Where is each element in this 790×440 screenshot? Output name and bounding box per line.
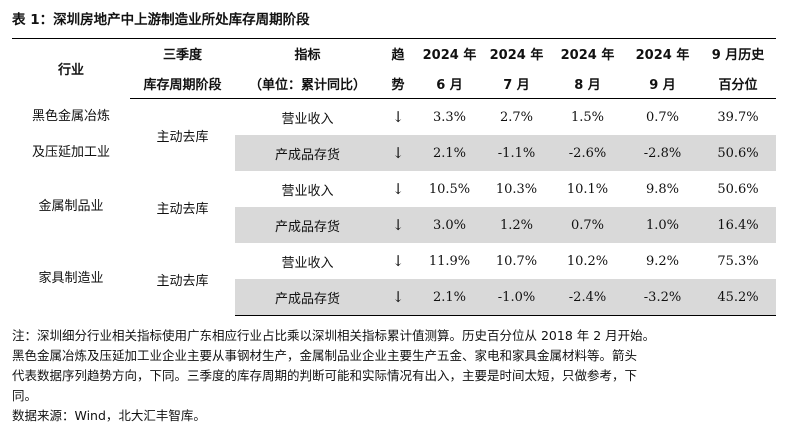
col-header-month-4-line2: 9 月 xyxy=(625,68,700,99)
table-row: 家具制造业 主动去库 营业收入 ↓ 11.9% 10.7% 10.2% 9.2%… xyxy=(12,243,776,289)
value-cell: 10.7% xyxy=(495,253,538,269)
trend-down-arrow-icon: ↓ xyxy=(380,279,416,316)
header-row-2: 库存周期阶段 （单位：累计同比） 势 6 月 7 月 8 月 9 月 百分位 xyxy=(12,68,776,99)
col-header-month-1-line1: 2024 年 xyxy=(416,38,483,68)
value-cell: 2.7% xyxy=(499,109,534,125)
col-header-hist-line1: 9 月历史 xyxy=(700,38,776,68)
trend-down-arrow-icon: ↓ xyxy=(391,252,405,270)
col-header-industry: 行业 xyxy=(12,38,130,99)
trend-down-arrow-icon: ↓ xyxy=(380,135,416,171)
note-line: 黑色金属冶炼及压延加工业企业主要从事钢材生产，金属制品业企业主要生产五金、家电和… xyxy=(12,348,638,363)
col-header-month-2-line1: 2024 年 xyxy=(483,38,550,68)
value-cell: 9.8% xyxy=(645,181,680,197)
industry-name-line2: 及压延加工业 xyxy=(31,144,110,160)
table-row: 产成品存货 ↓ 2.1% -1.1% -2.6% -2.8% 50.6% xyxy=(12,135,776,171)
value-cell: 0.7% xyxy=(645,109,680,125)
industry-cell: 家具制造业 xyxy=(38,271,104,287)
col-header-month-4-line1: 2024 年 xyxy=(625,38,700,68)
table-notes: 注：深圳细分行业相关指标使用广东相应行业占比乘以深圳相关指标累计值测算。历史百分… xyxy=(12,326,778,426)
metric-cell: 营业收入 xyxy=(281,183,334,199)
col-header-hist-line2: 百分位 xyxy=(700,68,776,99)
value-cell: 2.1% xyxy=(416,135,483,171)
value-cell: 2.1% xyxy=(416,279,483,316)
value-cell: 10.2% xyxy=(566,253,609,269)
col-header-month-3-line1: 2024 年 xyxy=(550,38,625,68)
col-header-metric-line1: 指标 xyxy=(235,38,380,68)
col-header-month-2-line2: 7 月 xyxy=(483,68,550,99)
col-header-stage-line2: 库存周期阶段 xyxy=(130,68,235,99)
metric-cell: 营业收入 xyxy=(281,255,334,271)
value-cell: 11.9% xyxy=(428,253,471,269)
value-cell: 9.2% xyxy=(645,253,680,269)
col-header-metric-line2: （单位：累计同比） xyxy=(235,68,380,99)
table-row: 金属制品业 主动去库 营业收入 ↓ 10.5% 10.3% 10.1% 9.8%… xyxy=(12,171,776,217)
trend-down-arrow-icon: ↓ xyxy=(391,180,405,198)
col-header-month-1-line2: 6 月 xyxy=(416,68,483,99)
col-header-stage-line1: 三季度 xyxy=(130,38,235,68)
col-header-trend-line2: 势 xyxy=(380,68,416,99)
industry-name-line1: 黑色金属冶炼 xyxy=(31,108,110,124)
table-row: 产成品存货 ↓ 3.0% 1.2% 0.7% 1.0% 16.4% xyxy=(12,207,776,243)
value-cell: -3.2% xyxy=(625,279,700,316)
table-row: 产成品存货 ↓ 2.1% -1.0% -2.4% -3.2% 45.2% xyxy=(12,279,776,316)
percentile-cell: 75.3% xyxy=(717,253,759,269)
note-line: 代表数据序列趋势方向，下同。三季度的库存周期的判断可能和实际情况有出入，主要是时… xyxy=(12,368,638,383)
header-row-1: 行业 三季度 指标 趋 2024 年 2024 年 2024 年 2024 年 … xyxy=(12,38,776,99)
value-cell: 3.0% xyxy=(416,207,483,243)
industry-cell: 金属制品业 xyxy=(38,199,104,214)
trend-down-arrow-icon: ↓ xyxy=(380,207,416,243)
percentile-cell: 50.6% xyxy=(700,135,776,171)
percentile-cell: 16.4% xyxy=(700,207,776,243)
value-cell: 10.5% xyxy=(428,181,471,197)
value-cell: 10.3% xyxy=(495,181,538,197)
percentile-cell: 45.2% xyxy=(700,279,776,316)
metric-cell: 产成品存货 xyxy=(235,207,380,243)
metric-cell: 产成品存货 xyxy=(235,279,380,316)
value-cell: 1.0% xyxy=(625,207,700,243)
stage-cell: 主动去库 xyxy=(156,273,209,289)
data-source: 数据来源：Wind，北大汇丰智库。 xyxy=(12,408,206,423)
trend-down-arrow-icon: ↓ xyxy=(391,108,405,126)
col-header-month-3-line2: 8 月 xyxy=(550,68,625,99)
note-line: 同。 xyxy=(12,388,38,403)
value-cell: 3.3% xyxy=(432,109,467,125)
inventory-cycle-table: 行业 三季度 指标 趋 2024 年 2024 年 2024 年 2024 年 … xyxy=(12,38,776,316)
value-cell: 0.7% xyxy=(550,207,625,243)
value-cell: 10.1% xyxy=(566,181,609,197)
percentile-cell: 39.7% xyxy=(717,109,759,125)
industry-cell: 黑色金属冶炼 及压延加工业 xyxy=(12,99,130,172)
value-cell: 1.2% xyxy=(483,207,550,243)
value-cell: -2.6% xyxy=(550,135,625,171)
metric-cell: 营业收入 xyxy=(281,111,334,127)
note-line: 注：深圳细分行业相关指标使用广东相应行业占比乘以深圳相关指标累计值测算。历史百分… xyxy=(12,328,656,343)
stage-cell: 主动去库 xyxy=(156,201,209,217)
stage-cell: 主动去库 xyxy=(156,129,209,145)
table-row: 黑色金属冶炼 及压延加工业 主动去库 营业收入 ↓ 3.3% 2.7% 1.5%… xyxy=(12,99,776,160)
percentile-cell: 50.6% xyxy=(717,181,759,197)
value-cell: 1.5% xyxy=(570,109,605,125)
value-cell: -1.0% xyxy=(483,279,550,316)
value-cell: -1.1% xyxy=(483,135,550,171)
value-cell: -2.8% xyxy=(625,135,700,171)
metric-cell: 产成品存货 xyxy=(235,135,380,171)
value-cell: -2.4% xyxy=(550,279,625,316)
table-title: 表 1：深圳房地产中上游制造业所处库存周期阶段 xyxy=(12,12,310,28)
col-header-trend-line1: 趋 xyxy=(380,38,416,68)
